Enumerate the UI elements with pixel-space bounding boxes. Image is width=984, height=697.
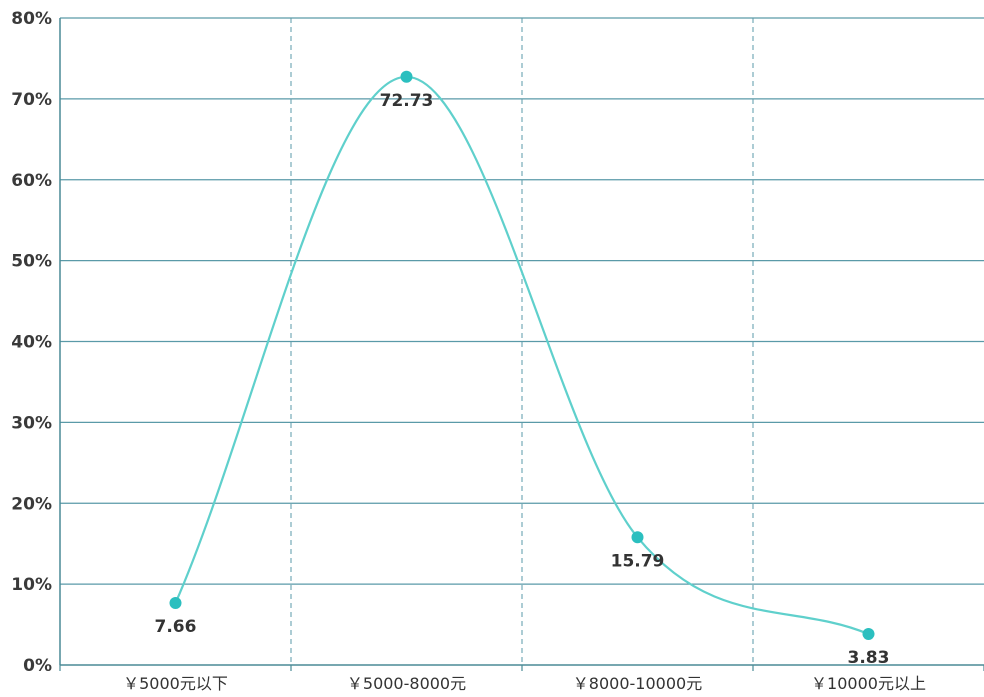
y-tick-label: 60% [11,171,52,191]
y-tick-label: 20% [11,494,52,514]
data-point [400,70,413,83]
data-point [169,597,182,610]
data-point [862,628,875,641]
x-tick-label: ￥8000-10000元 [573,674,702,693]
y-tick-label: 0% [23,656,52,676]
y-tick-label: 30% [11,413,52,433]
y-tick-label: 70% [11,90,52,110]
y-axis-ticks: 0% 10% 20% 30% 40% 50% 60% 70% 80% [11,9,52,676]
x-tick-label: ￥5000元以下 [123,674,228,693]
y-tick-label: 50% [11,252,52,272]
data-point [631,531,644,544]
x-tick-label: ￥5000-8000元 [347,674,466,693]
data-points [169,70,875,641]
data-label: 72.73 [380,91,434,111]
data-labels: 7.66 72.73 15.79 3.83 [155,91,890,668]
x-tick-label: ￥10000元以上 [811,674,926,693]
x-axis-ticks: ￥5000元以下 ￥5000-8000元 ￥8000-10000元 ￥10000元以上 [59,665,984,693]
y-tick-label: 10% [11,575,52,595]
y-tick-label: 80% [11,9,52,29]
data-label: 7.66 [155,617,197,637]
series-line [174,75,869,636]
y-tick-label: 40% [11,333,52,353]
data-label: 15.79 [611,551,665,571]
data-label: 3.83 [848,648,890,668]
